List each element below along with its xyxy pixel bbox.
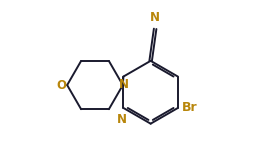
Text: N: N (150, 11, 160, 24)
Text: Br: Br (181, 101, 197, 114)
Text: N: N (119, 78, 129, 91)
Text: O: O (57, 79, 67, 92)
Text: N: N (117, 113, 127, 126)
